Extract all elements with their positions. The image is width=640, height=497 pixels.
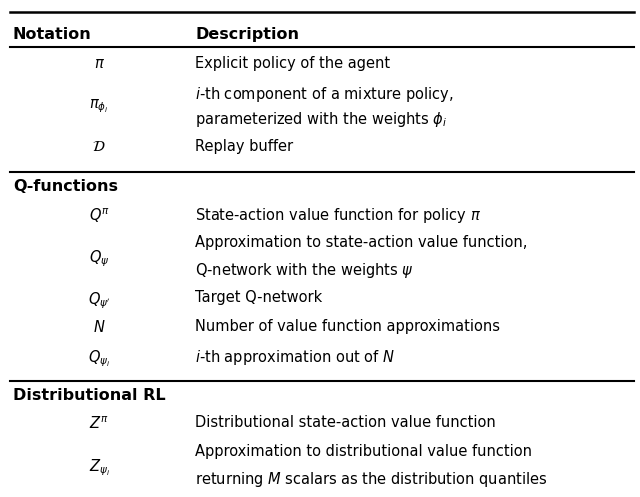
Text: parameterized with the weights $\phi_i$: parameterized with the weights $\phi_i$ [195,110,447,129]
Text: $i$-th approximation out of $N$: $i$-th approximation out of $N$ [195,348,395,367]
Text: $i$-th component of a mixture policy,: $i$-th component of a mixture policy, [195,84,454,103]
Text: $\pi$: $\pi$ [93,56,105,71]
Text: $N$: $N$ [93,319,106,335]
Text: Replay buffer: Replay buffer [195,139,293,155]
Text: Notation: Notation [13,27,92,42]
Text: Approximation to distributional value function: Approximation to distributional value fu… [195,444,532,459]
Text: Approximation to state-action value function,: Approximation to state-action value func… [195,236,527,250]
Text: Q-network with the weights $\psi$: Q-network with the weights $\psi$ [195,261,414,280]
Text: $Q_{\psi}$: $Q_{\psi}$ [89,248,109,269]
Text: Distributional RL: Distributional RL [13,388,165,403]
Text: $Q_{\psi'}$: $Q_{\psi'}$ [88,290,111,311]
Text: Q-functions: Q-functions [13,179,118,194]
Text: State-action value function for policy $\pi$: State-action value function for policy $… [195,206,481,226]
Text: Distributional state-action value function: Distributional state-action value functi… [195,415,496,430]
Text: Explicit policy of the agent: Explicit policy of the agent [195,56,390,71]
Text: $Q_{\psi_i}$: $Q_{\psi_i}$ [88,348,110,369]
Text: $\pi_{\phi_i}$: $\pi_{\phi_i}$ [90,97,109,115]
Text: $Z_{\psi_i}$: $Z_{\psi_i}$ [89,457,109,478]
Text: Number of value function approximations: Number of value function approximations [195,319,500,334]
Text: $Q^{\pi}$: $Q^{\pi}$ [89,206,109,225]
Text: $\mathcal{D}$: $\mathcal{D}$ [92,139,106,155]
Text: returning $M$ scalars as the distribution quantiles: returning $M$ scalars as the distributio… [195,470,547,489]
Text: Target Q-network: Target Q-network [195,290,323,305]
Text: Description: Description [195,27,300,42]
Text: $Z^{\pi}$: $Z^{\pi}$ [90,415,109,432]
